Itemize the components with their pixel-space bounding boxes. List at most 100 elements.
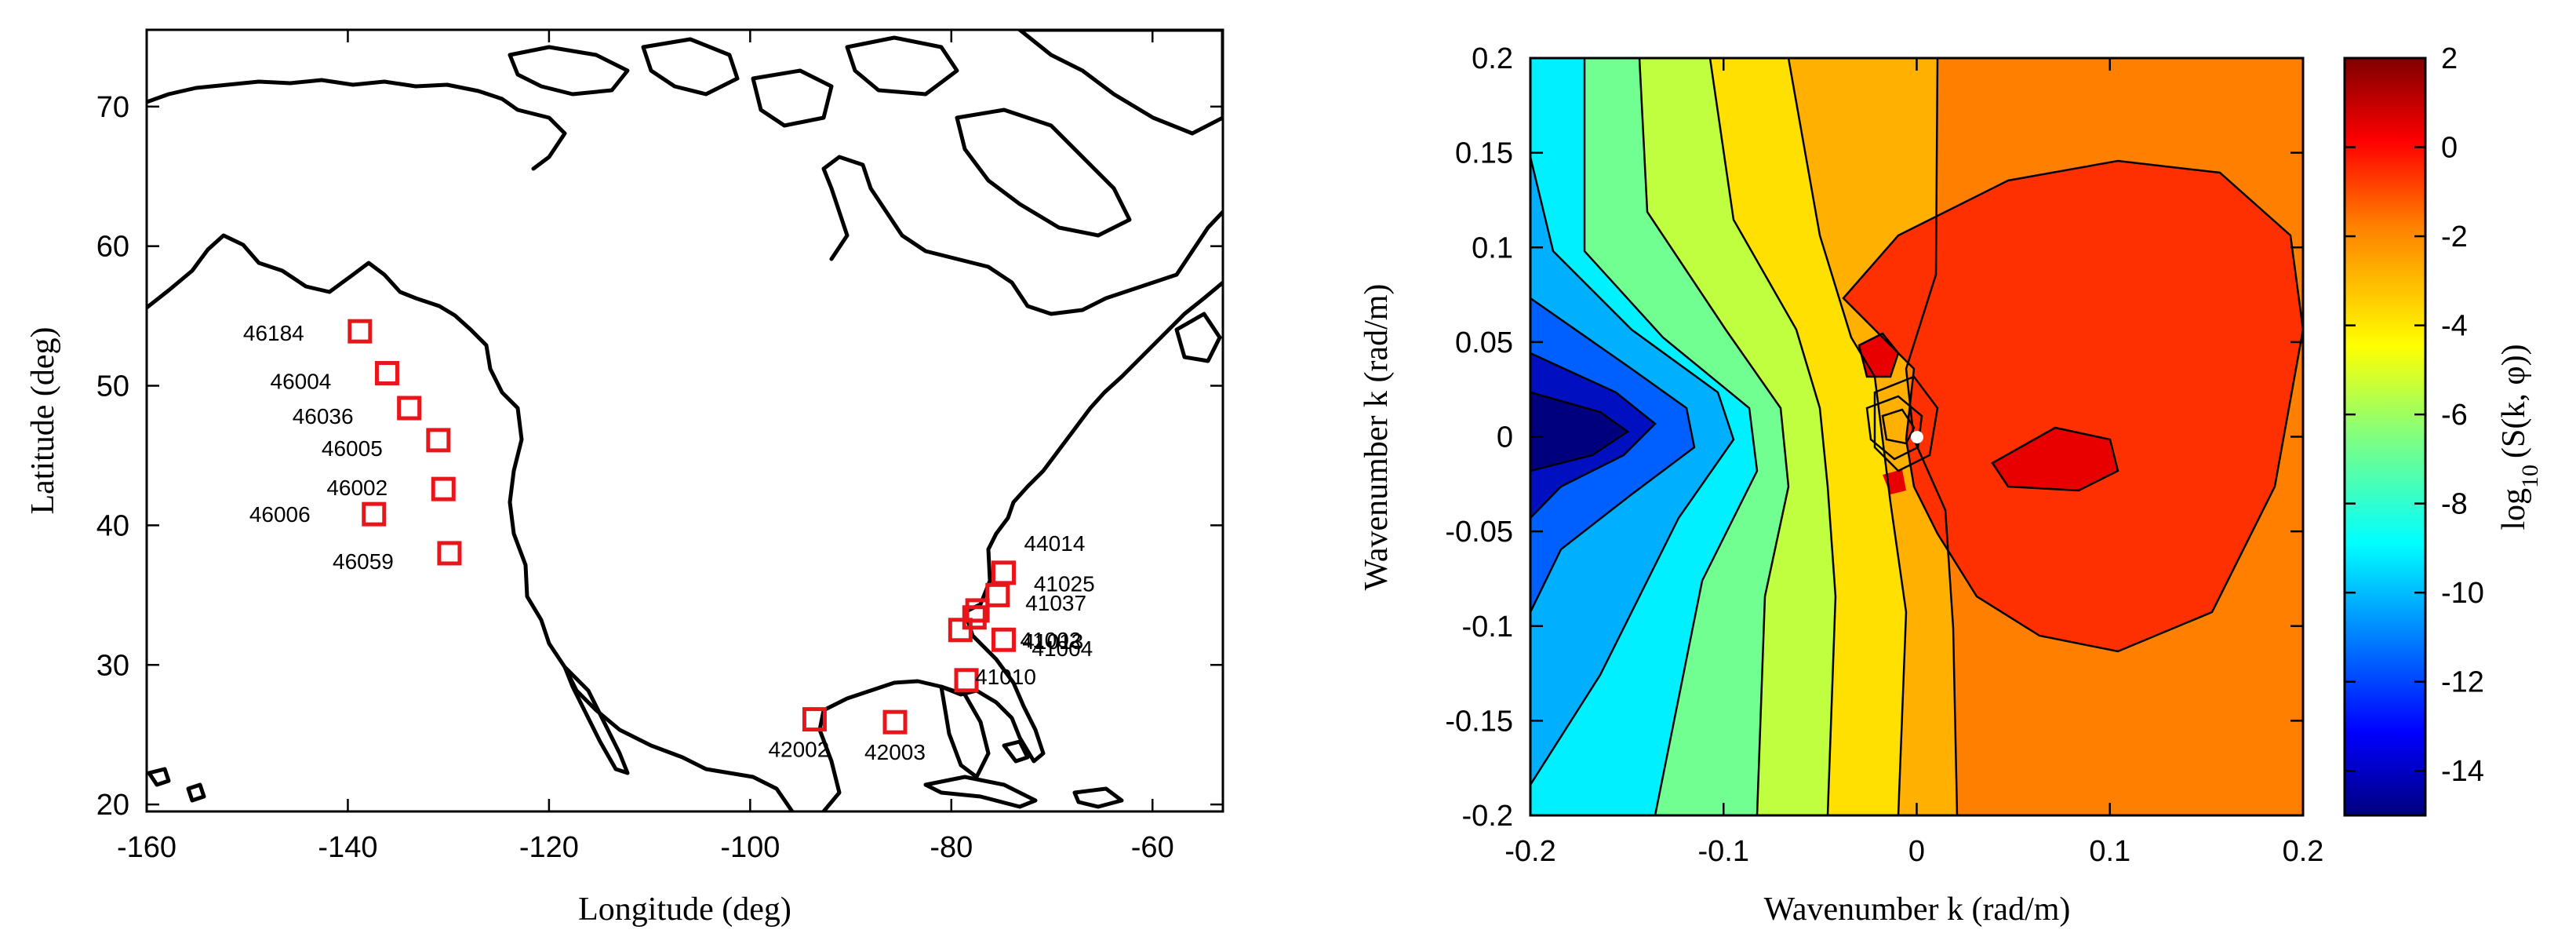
map-panel: 46184 46004 46036 46005 46002 46006 46059 44014… <box>25 28 1224 928</box>
station-label-41010: 41010 <box>975 665 1036 689</box>
contour-y-tick-label: 0.15 <box>1455 137 1513 170</box>
band-navy <box>1530 392 1628 471</box>
contour-lines <box>1530 58 2303 815</box>
contour-y-tick-label: 0.2 <box>1472 42 1513 75</box>
contour-y-tick-label: 0.05 <box>1455 326 1513 359</box>
station-label-46004: 46004 <box>271 370 332 394</box>
station-label-46002: 46002 <box>326 476 387 500</box>
colorbar-tick-label: -12 <box>2441 666 2484 699</box>
colorbar-tick-label: 0 <box>2441 132 2458 165</box>
station-label-41004: 41004 <box>1031 636 1093 661</box>
map-y-tick-label: 40 <box>96 509 129 542</box>
red-lobe-core <box>1992 428 2118 490</box>
station-label-46005: 46005 <box>322 436 383 461</box>
contour-y-tick-label: -0.15 <box>1445 705 1513 738</box>
map-x-axis-title: Longitude (deg) <box>578 891 791 928</box>
newfoundland <box>1174 312 1222 363</box>
arctic-island-4 <box>845 35 959 97</box>
colorbar-tick-label: -10 <box>2441 577 2484 610</box>
station-marker-41010 <box>954 668 979 693</box>
contour-x-axis-title: Wavenumber k (rad/m) <box>1764 891 2071 928</box>
station-label-46059: 46059 <box>333 549 394 574</box>
colorbar-tick-label: -6 <box>2441 399 2468 432</box>
contour-plot-area <box>1530 58 2303 815</box>
station-marker-46036 <box>397 396 422 421</box>
contour-x-tick-label: 0 <box>1908 835 1925 868</box>
map-y-tick-label: 70 <box>96 91 129 124</box>
station-marker-42002 <box>802 707 827 732</box>
map-x-tick-label: -160 <box>117 831 176 864</box>
station-marker-46002 <box>431 476 456 501</box>
map-y-ticks: 20 30 40 50 60 70 <box>96 91 1223 822</box>
map-y-tick-label: 30 <box>96 649 129 682</box>
station-marker-46006 <box>362 501 387 527</box>
arctic-island-1 <box>508 45 630 97</box>
mainland-coastline <box>147 78 1223 811</box>
contour-x-tick-label: -0.2 <box>1504 835 1555 868</box>
station-marker-41004 <box>948 618 973 643</box>
station-marker-41013 <box>962 605 987 630</box>
map-y-tick-label: 50 <box>96 370 129 403</box>
colorbar-tick-label: -8 <box>2441 488 2468 521</box>
baffin-island <box>955 108 1132 238</box>
map-axes-frame <box>145 28 1224 813</box>
contour-x-tick-label: 0.1 <box>2089 835 2130 868</box>
map-y-tick-label: 20 <box>96 789 129 822</box>
greenland <box>1017 30 1223 136</box>
station-markers: 46184 46004 46036 46005 46002 46006 46059 44014… <box>243 319 1095 764</box>
bahamas <box>1002 739 1030 764</box>
map-x-tick-label: -120 <box>519 831 579 864</box>
coastline-map <box>147 30 1223 811</box>
station-label-41037: 41037 <box>1025 591 1086 615</box>
hudson-bay-coastline <box>821 155 1223 316</box>
station-marker-46184 <box>347 319 373 344</box>
contour-y-tick-label: 0.1 <box>1472 232 1513 264</box>
contour-y-tick-label: -0.2 <box>1462 800 1513 833</box>
contour-y-tick-label: -0.1 <box>1462 611 1513 644</box>
station-label-46006: 46006 <box>249 502 311 527</box>
station-marker-41002 <box>991 627 1016 652</box>
colorbar-label: log10(S(k, φ)) <box>2496 344 2543 530</box>
station-label-46184: 46184 <box>243 321 304 345</box>
contour-panel: -0.2 -0.1 0 0.1 0.2 0.2 0.15 0.1 0.05 0 -0.05 -0.1… <box>1359 42 2323 928</box>
contour-y-axis-title: Wavenumber k (rad/m) <box>1359 284 1395 591</box>
station-marker-46004 <box>374 361 399 386</box>
station-marker-42003 <box>882 709 908 735</box>
contour-y-tick-label: 0 <box>1497 421 1513 454</box>
map-x-ticks: -160 -140 -120 -100 -80 -60 <box>117 30 1174 864</box>
arctic-island-2 <box>641 37 740 97</box>
contour-y-tick-label: -0.05 <box>1445 516 1513 549</box>
hispaniola <box>1072 786 1124 809</box>
colorbar-tick-label: -14 <box>2441 755 2484 788</box>
arctic-island-3 <box>751 68 834 128</box>
station-marker-41037 <box>965 598 990 623</box>
hawaii-islands <box>147 767 206 803</box>
station-marker-46059 <box>437 541 462 566</box>
station-label-41013: 41013 <box>1022 629 1083 654</box>
station-label-41002: 41002 <box>1021 628 1082 652</box>
colorbar-gradient <box>2343 57 2427 817</box>
florida <box>939 684 991 779</box>
colorbar-tick-label: -4 <box>2441 310 2468 343</box>
colorbar: 2 0 -2 -4 -6 -8 -10 -12 -14 log10(S(k, φ)) <box>2343 42 2543 817</box>
map-y-tick-label: 60 <box>96 231 129 264</box>
station-marker-46005 <box>426 428 451 453</box>
colorbar-ticks: 2 0 -2 -4 -6 -8 -10 -12 -14 <box>2345 42 2484 788</box>
station-label-44014: 44014 <box>1024 531 1086 556</box>
cuba <box>923 775 1038 809</box>
contour-y-ticks: 0.2 0.15 0.1 0.05 0 -0.05 -0.1 -0.15 -0.2 <box>1445 42 2303 833</box>
map-x-tick-label: -100 <box>720 831 780 864</box>
station-label-42002: 42002 <box>768 738 829 762</box>
origin-point <box>1911 431 1923 443</box>
colorbar-tick-label: -2 <box>2441 221 2468 253</box>
baja-california <box>562 665 630 775</box>
contour-x-tick-label: 0.2 <box>2283 835 2324 868</box>
colorbar-tick-label: 2 <box>2441 42 2458 75</box>
map-x-tick-label: -80 <box>930 831 973 864</box>
map-x-tick-label: -60 <box>1131 831 1174 864</box>
map-y-axis-title: Latitude (deg) <box>25 326 61 514</box>
station-label-41025: 41025 <box>1034 571 1095 596</box>
map-plot-area <box>147 30 1223 811</box>
red-lobe-large <box>1843 161 2303 651</box>
